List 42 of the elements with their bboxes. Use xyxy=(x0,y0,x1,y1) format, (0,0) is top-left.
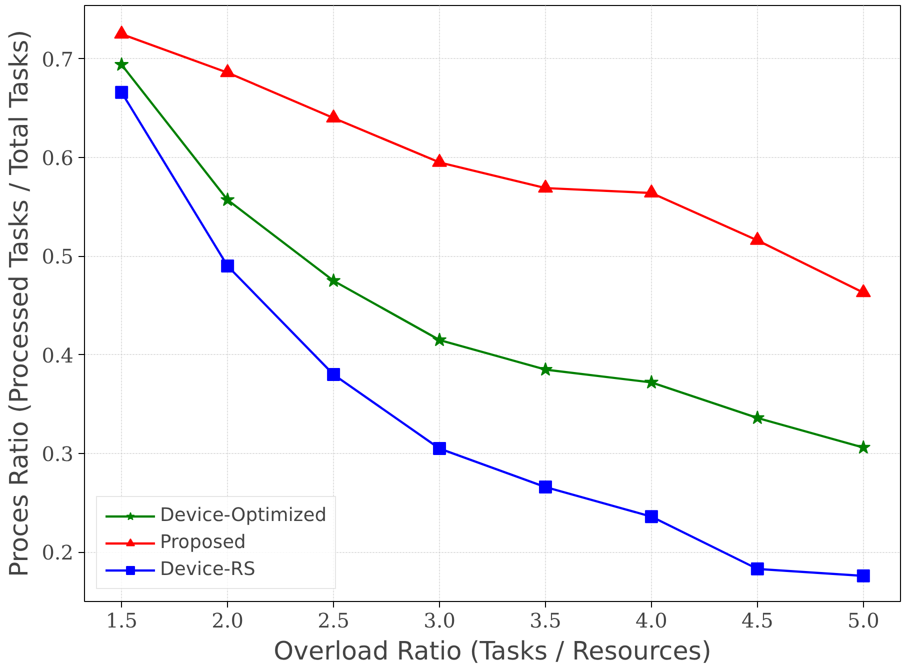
x-tick-label: 3.0 xyxy=(424,608,456,632)
point xyxy=(114,57,129,71)
x-tick-label: 1.5 xyxy=(106,608,138,632)
legend-label: Device-RS xyxy=(160,559,256,580)
point xyxy=(856,569,870,582)
point xyxy=(327,368,340,382)
y-tick-label: 0.2 xyxy=(42,540,74,565)
point xyxy=(432,332,447,346)
point xyxy=(326,273,341,287)
point xyxy=(538,480,552,494)
x-tick-label: 3.5 xyxy=(530,608,562,632)
legend-label: Proposed xyxy=(160,532,246,553)
point xyxy=(114,26,130,39)
point xyxy=(538,179,553,193)
point xyxy=(644,374,659,389)
x-tick-label: 4.5 xyxy=(742,608,774,632)
point xyxy=(220,64,236,78)
point xyxy=(856,440,871,454)
point xyxy=(750,562,764,576)
point xyxy=(856,284,871,298)
point xyxy=(221,260,234,273)
point xyxy=(750,410,765,424)
point xyxy=(220,192,235,206)
point xyxy=(326,109,342,123)
x-tick-label: 2.5 xyxy=(318,608,350,632)
y-tick-label: 0.5 xyxy=(42,244,74,269)
point xyxy=(432,154,448,167)
y-tick-label: 0.6 xyxy=(42,146,74,170)
y-tick-label: 0.7 xyxy=(42,47,74,72)
point xyxy=(644,184,659,198)
y-axis-title: Proces Ratio (Processed Tasks / Total Tasks) xyxy=(4,30,34,578)
point xyxy=(750,232,765,245)
y-tick-label: 0.4 xyxy=(42,343,74,368)
y-tick-label: 0.3 xyxy=(42,442,74,466)
point xyxy=(538,362,553,376)
legend-label: Device-Optimized xyxy=(160,505,327,526)
x-tick-label: 2.0 xyxy=(212,608,244,632)
point xyxy=(433,442,446,456)
point xyxy=(644,510,658,524)
x-tick-label: 4.0 xyxy=(636,608,668,632)
x-axis-title: Overload Ratio (Tasks / Resources) xyxy=(274,636,712,666)
x-tick-label: 5.0 xyxy=(848,608,880,632)
